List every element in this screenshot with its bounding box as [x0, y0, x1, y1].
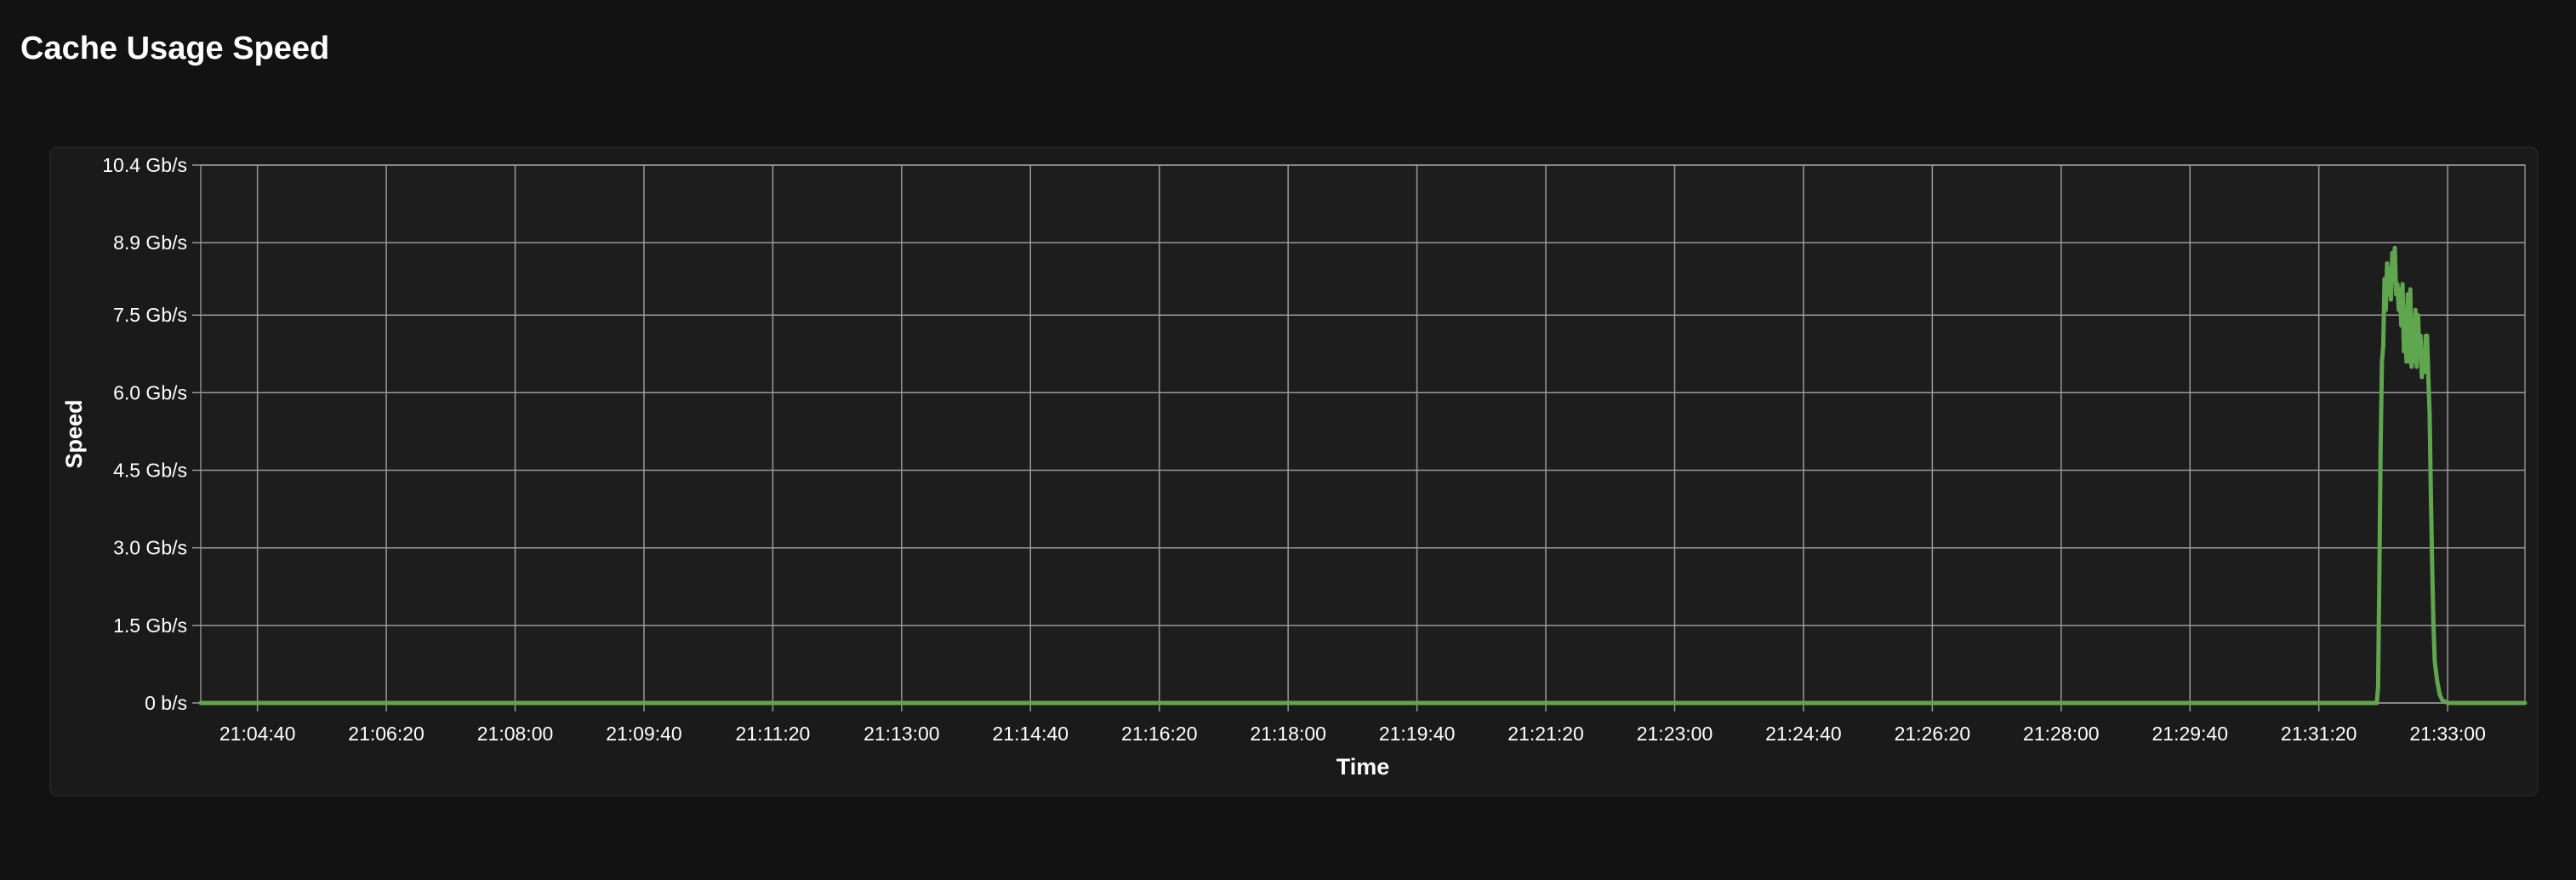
chart-panel: 0 b/s 1.5 Gb/s 3.0 Gb/s 4.5 Gb/s 6.0 Gb/s 7.5…: [49, 146, 2539, 797]
y-tick-label: 3.0 Gb/s: [113, 537, 187, 559]
y-tick-label: 10.4 Gb/s: [102, 154, 187, 176]
y-axis-ticks: 0 b/s 1.5 Gb/s 3.0 Gb/s 4.5 Gb/s 6.0 Gb/s 7.5…: [102, 154, 187, 714]
x-tick-label: 21:08:00: [477, 723, 554, 745]
x-tick-label: 21:18:00: [1250, 723, 1326, 745]
y-tick-label: 6.0 Gb/s: [113, 381, 187, 403]
speed-line-chart: 0 b/s 1.5 Gb/s 3.0 Gb/s 4.5 Gb/s 6.0 Gb/s 7.5…: [51, 148, 2540, 798]
y-tick-label: 0 b/s: [145, 692, 187, 714]
x-tick-label: 21:14:40: [993, 723, 1069, 745]
x-tick-label: 21:19:40: [1379, 723, 1456, 745]
x-tick-label: 21:06:20: [348, 723, 425, 745]
y-tick-label: 1.5 Gb/s: [113, 614, 187, 637]
x-tick-label: 21:21:20: [1507, 723, 1584, 745]
x-tick-label: 21:23:00: [1637, 723, 1713, 745]
x-tick-label: 21:16:20: [1121, 723, 1198, 745]
y-tick-label: 7.5 Gb/s: [113, 304, 187, 326]
x-tick-label: 21:24:40: [1765, 723, 1842, 745]
x-tick-label: 21:28:00: [2023, 723, 2100, 745]
x-tick-label: 21:33:00: [2409, 723, 2486, 745]
x-tick-label: 21:09:40: [606, 723, 682, 745]
plot-area: [201, 165, 2525, 703]
y-tick-label: 8.9 Gb/s: [113, 231, 187, 254]
y-tick-label: 4.5 Gb/s: [113, 460, 187, 482]
x-tick-label: 21:26:20: [1895, 723, 1971, 745]
y-axis-title: Speed: [61, 399, 87, 468]
x-axis-title: Time: [1336, 754, 1390, 780]
x-tick-label: 21:29:40: [2151, 723, 2228, 745]
x-tick-label: 21:31:20: [2281, 723, 2357, 745]
x-tick-label: 21:13:00: [863, 723, 940, 745]
x-tick-label: 21:04:40: [219, 723, 296, 745]
x-tick-label: 21:11:20: [735, 723, 810, 745]
page-title: Cache Usage Speed: [20, 31, 329, 67]
x-axis-ticks: 21:04:40 21:06:20 21:08:00 21:09:40 21:11:20…: [219, 723, 2486, 745]
